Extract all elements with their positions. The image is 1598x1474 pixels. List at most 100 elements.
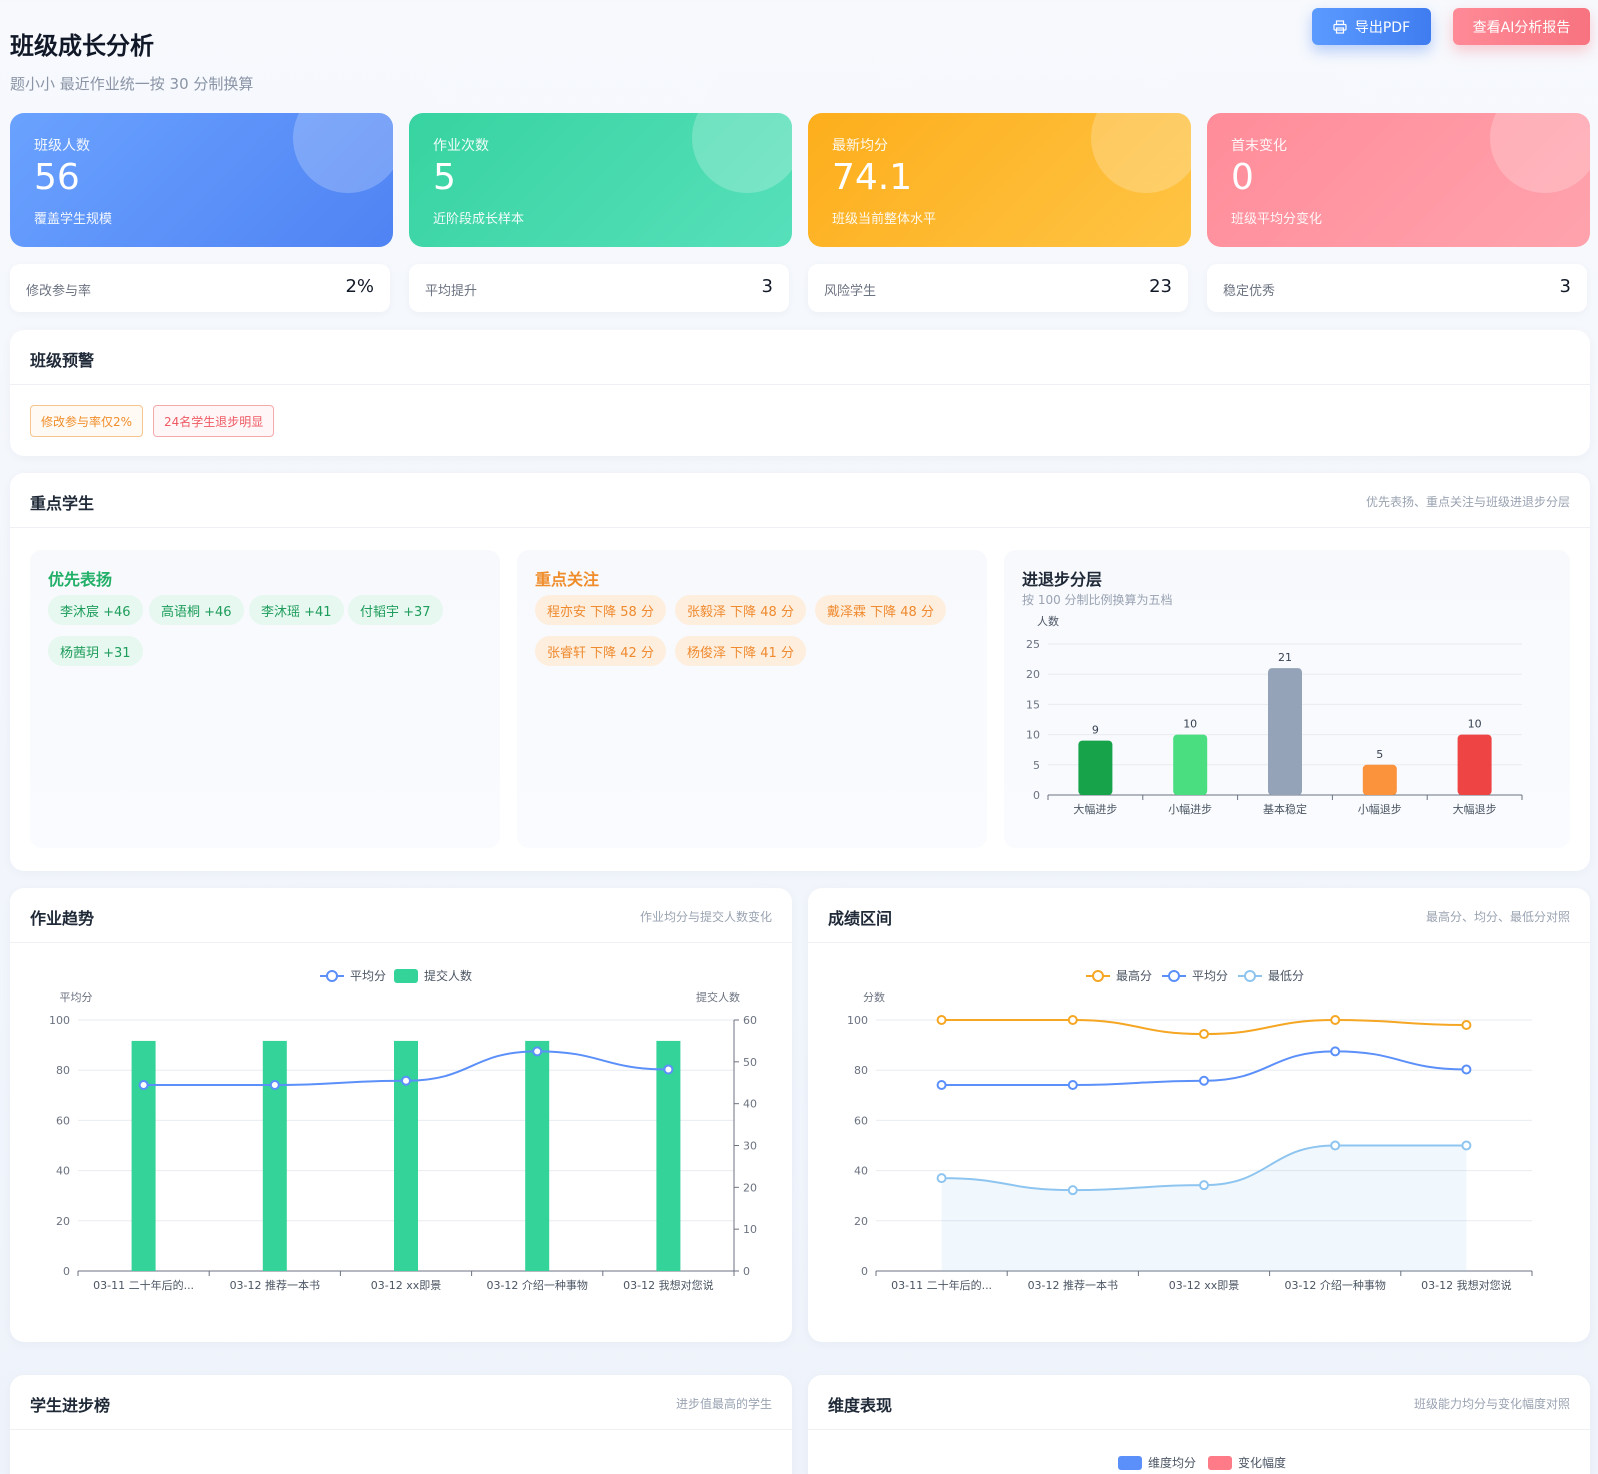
point-average <box>269 1080 280 1091</box>
card-note: 进步值最高的学生 <box>675 1397 772 1411</box>
kpi-label: 作业次数 <box>433 138 489 154</box>
y-tick-label-right: 0 <box>743 1265 750 1278</box>
layers-bar-chart: 人数 0 5 10 15 20 25 9 大幅进步 10 小幅进步 21 基本稳定 5 小幅退步 10 大幅退步 <box>1026 615 1523 816</box>
kpi-desc: 覆盖学生规模 <box>34 212 113 227</box>
point-average <box>401 1075 411 1086</box>
card-note: 班级能力均分与变化幅度对照 <box>1413 1397 1570 1411</box>
x-tick-label: 小幅退步 <box>1358 803 1402 816</box>
y-tick-label-right: 30 <box>743 1140 757 1153</box>
student-chip[interactable]: 程亦安 下降 58 分 <box>535 595 666 625</box>
area-最低分 <box>941 1145 1467 1271</box>
stat-risk-students: 风险学生 23 <box>808 264 1188 312</box>
point-最高分 <box>1330 1015 1341 1025</box>
page-subtitle: 题小小 最近作业统一按 30 分制换算 <box>10 75 254 93</box>
x-tick-label: 03-12 介绍一种事物 <box>1284 1278 1385 1292</box>
legend-swatch-dimension-average[interactable] <box>1118 1455 1142 1470</box>
legend-marker <box>1092 970 1104 982</box>
point-最高分 <box>1067 1015 1078 1025</box>
bar-小幅进步 <box>1173 734 1208 795</box>
bar-submissions <box>525 1040 550 1271</box>
y-tick-label-left: 20 <box>56 1215 70 1228</box>
kpi-desc: 班级当前整体水平 <box>832 212 937 227</box>
x-tick-label: 03-11 二十年后的... <box>93 1278 194 1292</box>
point-平均分 <box>1199 1075 1209 1086</box>
card-note: 最高分、均分、最低分对照 <box>1425 910 1570 924</box>
point-最低分 <box>1330 1140 1341 1151</box>
y-tick-label-left: 100 <box>49 1014 70 1027</box>
y-tick-label: 100 <box>847 1014 868 1027</box>
kpi-value: 0 <box>1231 157 1254 198</box>
kpi-value: 74.1 <box>832 157 913 198</box>
student-chip[interactable]: 付韬宇 +37 <box>348 595 443 625</box>
warning-tag: 24名学生退步明显 <box>153 405 275 437</box>
x-tick-label: 大幅退步 <box>1453 802 1497 816</box>
y-tick-label: 60 <box>854 1114 868 1127</box>
y-tick-label: 0 <box>1033 789 1040 802</box>
y-tick-label-right: 60 <box>743 1014 757 1027</box>
panel-title: 进退步分层 <box>1022 570 1103 589</box>
stat-average-improvement: 平均提升 3 <box>409 264 789 312</box>
ai-report-button[interactable]: 查看AI分析报告 <box>1453 8 1590 45</box>
card-title: 维度表现 <box>828 1396 893 1415</box>
bar-value-label: 9 <box>1092 724 1099 737</box>
point-平均分 <box>1067 1080 1078 1091</box>
bar-submissions <box>656 1040 681 1271</box>
ai-report-label: 查看AI分析报告 <box>1472 19 1571 36</box>
x-tick-label: 03-12 我想对您说 <box>623 1278 713 1292</box>
legend-swatch-change-amplitude[interactable] <box>1208 1455 1233 1470</box>
card-note: 作业均分与提交人数变化 <box>639 910 772 924</box>
card-title: 重点学生 <box>30 494 95 513</box>
point-平均分 <box>936 1080 947 1091</box>
legend-label: 最高分 <box>1116 968 1152 983</box>
decor-circle <box>1490 113 1590 193</box>
point-average <box>138 1080 149 1091</box>
y-tick-label: 15 <box>1026 698 1040 711</box>
y-axis-label: 分数 <box>863 991 885 1004</box>
student-chip[interactable]: 李沐瑶 +41 <box>249 595 344 625</box>
printer-icon <box>1333 19 1347 34</box>
y-tick-label-right: 10 <box>743 1223 757 1236</box>
export-pdf-button[interactable]: 导出PDF <box>1312 8 1431 45</box>
kpi-desc: 班级平均分变化 <box>1231 212 1323 227</box>
student-chip[interactable]: 杨茜玥 +31 <box>48 636 143 666</box>
y-axis-label-right: 提交人数 <box>696 990 740 1004</box>
legend-label: 平均分 <box>1192 969 1228 983</box>
card-title: 作业趋势 <box>30 909 95 928</box>
page-header: 班级成长分析 题小小 最近作业统一按 30 分制换算 导出PDF 查看AI分析报… <box>10 0 1590 110</box>
legend-marker <box>1168 970 1180 982</box>
export-pdf-label: 导出PDF <box>1354 19 1411 36</box>
point-平均分 <box>1330 1046 1341 1057</box>
card-title: 学生进步榜 <box>30 1396 111 1415</box>
bar-基本稳定 <box>1268 668 1302 795</box>
point-average <box>532 1046 543 1057</box>
student-chip[interactable]: 张毅泽 下降 48 分 <box>675 595 806 625</box>
trend-card: 作业趋势 作业均分与提交人数变化 平均分 提交人数 平均分 提交人数 0 20 40 60 80… <box>10 888 792 1342</box>
kpi-card-class-size: 班级人数 56 覆盖学生规模 <box>10 113 393 247</box>
kpi-card-homework-count: 作业次数 5 近阶段成长样本 <box>409 113 792 247</box>
x-tick-label: 基本稳定 <box>1263 802 1307 816</box>
y-tick-label: 80 <box>854 1064 868 1077</box>
legend-swatch-submissions <box>394 969 418 983</box>
card-note: 优先表扬、重点关注与班级进退步分层 <box>1365 495 1570 509</box>
student-chip[interactable]: 高语桐 +46 <box>149 595 244 625</box>
x-tick-label: 03-12 推荐一本书 <box>230 1278 320 1292</box>
point-最低分 <box>936 1173 947 1184</box>
legend-label: 维度均分 <box>1148 1456 1197 1470</box>
bar-submissions <box>131 1040 156 1271</box>
praise-panel: 优先表扬 李沐宸 +46 高语桐 +46 李沐瑶 +41 付韬宇 +37 杨茜玥… <box>30 550 500 848</box>
decor-circle <box>692 113 792 193</box>
student-chip[interactable]: 戴泽霖 下降 48 分 <box>815 595 946 625</box>
y-axis-label: 人数 <box>1037 615 1059 628</box>
student-chip[interactable]: 张睿轩 下降 42 分 <box>535 636 666 666</box>
x-tick-label: 大幅进步 <box>1073 802 1117 816</box>
student-chip[interactable]: 李沐宸 +46 <box>48 595 143 625</box>
bar-大幅进步 <box>1078 740 1113 795</box>
kpi-card-first-last-change: 首末变化 0 班级平均分变化 <box>1207 113 1590 247</box>
stat-value: 3 <box>761 276 773 297</box>
layers-panel: 进退步分层 按 100 分制比例换算为五档 人数 0 5 10 15 20 25 9 大幅进步 1… <box>1004 550 1570 848</box>
student-chip[interactable]: 杨俊泽 下降 41 分 <box>675 636 806 666</box>
point-最高分 <box>1199 1029 1209 1040</box>
card-title: 班级预警 <box>30 351 95 370</box>
card-header: 重点学生 优先表扬、重点关注与班级进退步分层 <box>10 473 1590 528</box>
y-tick-label-right: 50 <box>743 1056 757 1069</box>
